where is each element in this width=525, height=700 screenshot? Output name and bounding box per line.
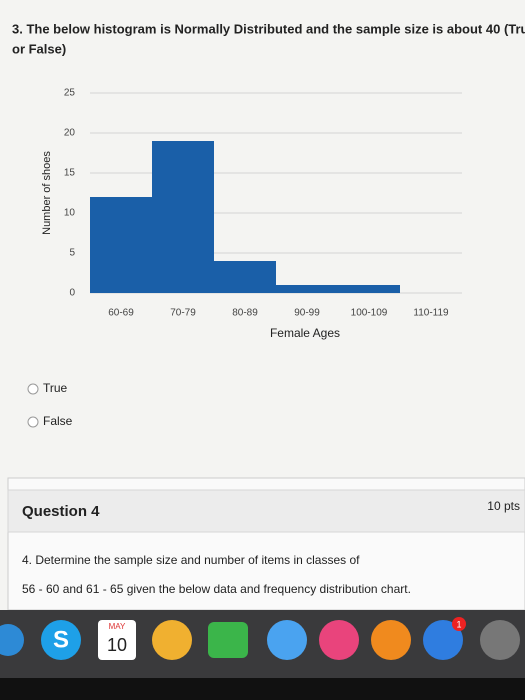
radio-button[interactable] (27, 416, 39, 428)
facetime-icon[interactable] (208, 622, 248, 658)
bar (152, 141, 214, 293)
y-tick-label: 25 (64, 88, 76, 99)
x-axis-label: Female Ages (270, 326, 340, 340)
bar (276, 285, 338, 293)
radio-button[interactable] (27, 383, 39, 395)
x-tick-label: 90-99 (294, 308, 320, 319)
histogram: Number of shoes Female Ages 0 5 10 15 20 25 60… (41, 88, 462, 340)
question-header (7, 489, 525, 533)
messages-icon[interactable] (267, 620, 307, 660)
question-title: Question 4 (22, 503, 100, 520)
y-tick-label: 10 (64, 208, 76, 219)
y-tick-label: 0 (69, 288, 75, 299)
question-text: 3. The below histogram is Normally Distr… (12, 21, 525, 36)
question-text: or False) (12, 41, 66, 56)
music-icon[interactable] (319, 620, 359, 660)
y-tick-label: 15 (64, 168, 76, 179)
photos-icon[interactable] (152, 620, 192, 660)
y-tick-label: 5 (69, 248, 75, 259)
y-tick-label: 20 (64, 128, 76, 139)
bezel (0, 678, 525, 700)
bar (338, 285, 400, 293)
x-tick-label: 70-79 (170, 308, 196, 319)
x-tick-label: 110-119 (413, 308, 449, 319)
app-icon[interactable] (0, 624, 24, 656)
x-tick-label: 80-89 (232, 308, 258, 319)
question-text: 56 - 60 and 61 - 65 given the below data… (22, 582, 411, 596)
option-label[interactable]: True (43, 381, 68, 395)
calendar-month: MAY (109, 622, 126, 631)
skype-letter: S (53, 626, 69, 653)
x-tick-label: 100-109 (351, 308, 388, 319)
skype-icon[interactable] (41, 620, 81, 660)
option-label[interactable]: False (43, 414, 73, 428)
appstore-icon[interactable] (423, 620, 463, 660)
bar (90, 197, 152, 293)
y-axis-label: Number of shoes (41, 151, 53, 235)
question-text: 4. Determine the sample size and number … (22, 553, 360, 567)
badge-count: 1 (456, 619, 461, 629)
x-tick-label: 60-69 (108, 308, 134, 319)
badge (452, 617, 466, 631)
bar (214, 261, 276, 293)
calendar-day: 10 (107, 635, 127, 655)
books-icon[interactable] (371, 620, 411, 660)
settings-icon[interactable] (480, 620, 520, 660)
calendar-icon[interactable] (98, 620, 136, 660)
question-points: 10 pts (487, 499, 520, 513)
